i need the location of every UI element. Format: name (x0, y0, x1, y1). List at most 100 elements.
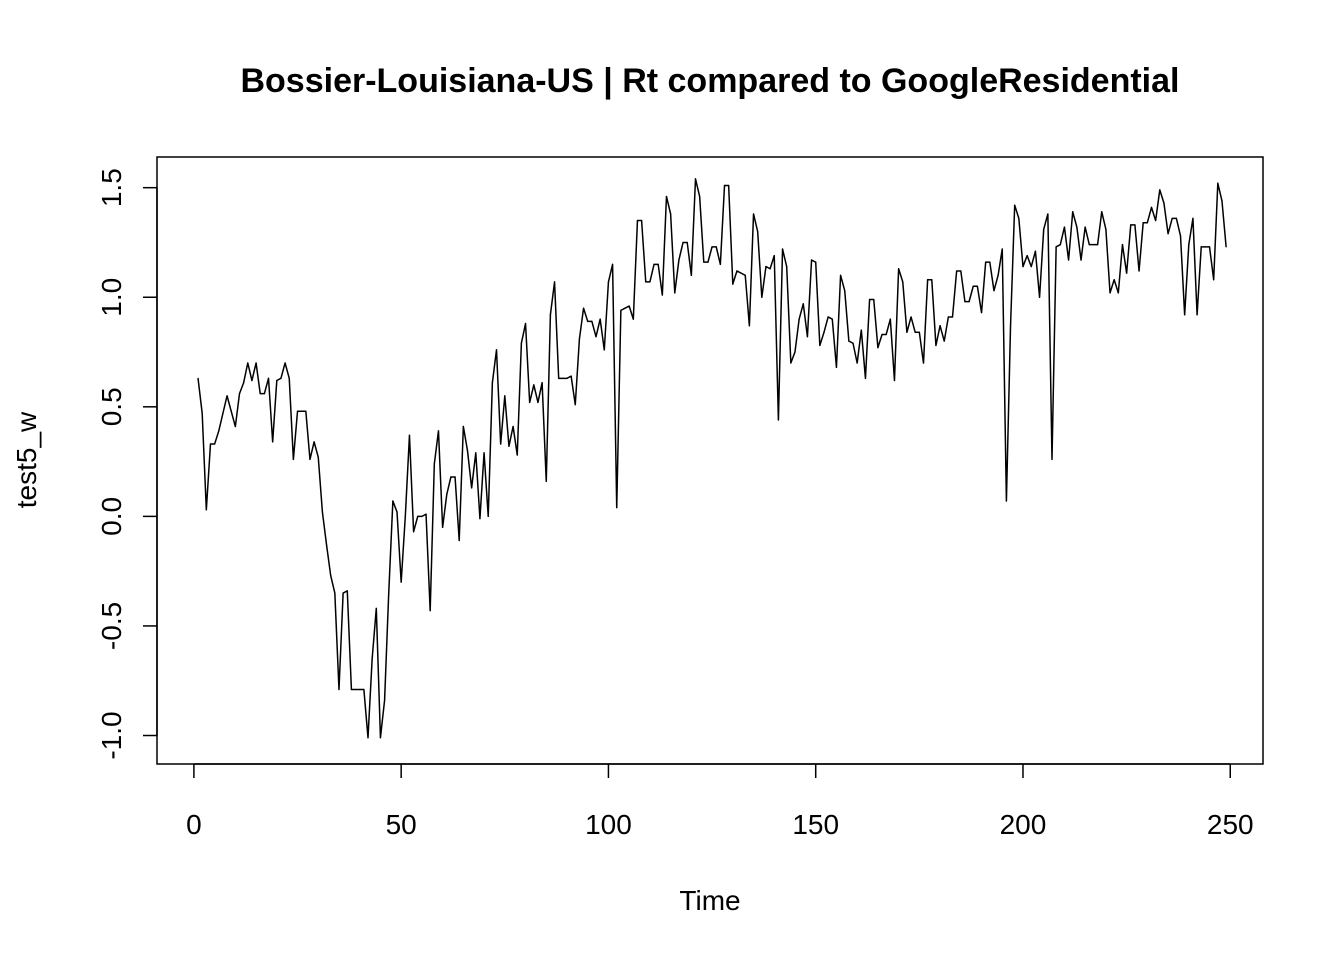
data-point (234, 425, 236, 428)
data-point (976, 285, 978, 287)
data-point (471, 487, 473, 489)
data-point (670, 213, 672, 215)
data-point (1126, 272, 1128, 274)
data-point (1080, 259, 1082, 261)
data-point (674, 292, 676, 294)
data-point (379, 737, 382, 739)
data-point (947, 316, 949, 318)
data-point (545, 480, 547, 482)
x-tick-label: 0 (186, 809, 202, 840)
data-point (877, 347, 879, 349)
data-point (653, 263, 655, 265)
data-point (603, 349, 605, 351)
data-point (744, 274, 746, 276)
data-point (1067, 259, 1070, 261)
data-point (1146, 222, 1148, 224)
data-point (1001, 248, 1003, 250)
data-point (288, 377, 290, 379)
data-point (1034, 250, 1037, 252)
data-point (678, 259, 680, 261)
data-point (736, 270, 738, 272)
data-point (205, 509, 207, 511)
y-tick-label: -0.5 (96, 602, 127, 650)
data-point (1204, 246, 1206, 248)
data-point (359, 688, 361, 691)
data-point (719, 263, 721, 265)
data-point (848, 340, 850, 342)
data-point (1097, 244, 1099, 246)
data-point (794, 351, 796, 353)
data-point (769, 268, 771, 270)
data-point (1063, 226, 1066, 228)
data-point (433, 463, 435, 465)
data-point (931, 279, 933, 281)
x-tick-label: 250 (1207, 809, 1254, 840)
data-point (1130, 224, 1132, 226)
data-point (1138, 270, 1140, 272)
data-point (707, 261, 709, 263)
data-point (313, 441, 315, 443)
data-point (723, 184, 726, 187)
data-point (1163, 202, 1165, 204)
y-axis: -1.0 -0.5 0.0 0.5 1.0 1.5 (96, 168, 158, 760)
data-point (1005, 500, 1008, 502)
x-tick-label: 200 (1000, 809, 1047, 840)
data-point (1121, 244, 1124, 246)
data-point (964, 301, 966, 303)
data-point (396, 511, 398, 513)
data-point (272, 441, 274, 443)
data-point (487, 515, 489, 517)
data-point (1026, 255, 1028, 257)
data-point (330, 574, 332, 577)
data-point (927, 279, 929, 281)
data-point (810, 259, 813, 261)
data-point (620, 309, 622, 311)
data-point (491, 382, 493, 384)
data-point (835, 366, 838, 368)
data-point (989, 261, 991, 263)
data-point (566, 377, 568, 379)
data-point (740, 272, 742, 274)
data-point (1217, 182, 1219, 184)
data-point (980, 311, 983, 314)
y-tick-label: 1.0 (96, 278, 127, 317)
data-point (1055, 246, 1057, 248)
data-point (479, 517, 481, 520)
data-point (914, 331, 916, 333)
data-point (682, 241, 684, 244)
data-point (230, 410, 232, 412)
data-point (1084, 226, 1086, 228)
data-point (466, 450, 469, 452)
data-point (1134, 224, 1136, 226)
data-point (935, 344, 937, 347)
data-point (864, 377, 867, 379)
data-point (354, 688, 357, 691)
data-point (777, 419, 780, 421)
data-point (504, 395, 506, 397)
data-point (636, 219, 639, 222)
data-point (823, 331, 825, 333)
data-point (839, 274, 842, 276)
data-point (815, 261, 817, 263)
data-point (383, 699, 386, 702)
data-point (238, 393, 241, 395)
data-point (951, 316, 954, 318)
data-point (985, 261, 987, 263)
data-point (1009, 325, 1012, 327)
data-point (873, 298, 875, 301)
data-point (280, 377, 282, 379)
data-point (902, 281, 904, 283)
x-axis: 0 50 100 150 200 250 (186, 763, 1254, 840)
data-point (1221, 200, 1223, 202)
data-point (715, 246, 717, 248)
data-point (918, 331, 920, 333)
data-point (533, 384, 535, 386)
x-tick-label: 50 (386, 809, 417, 840)
data-point (346, 590, 348, 592)
chart-title: Bossier-Louisiana-US | Rt compared to Go… (240, 62, 1179, 100)
data-point (558, 377, 560, 379)
data-point (690, 274, 692, 276)
data-point (595, 336, 597, 338)
data-point (910, 316, 912, 318)
data-point (400, 581, 402, 583)
